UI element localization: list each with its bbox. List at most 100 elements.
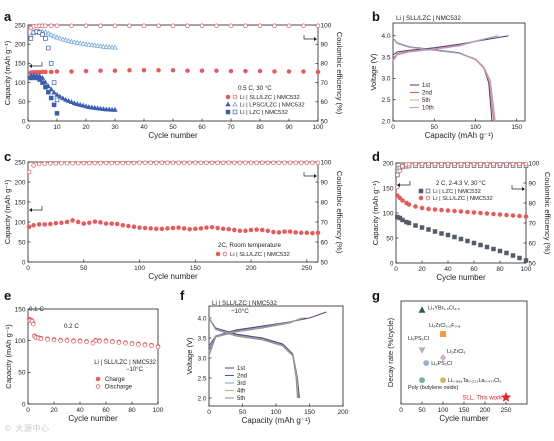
data-point <box>103 339 109 344</box>
ce-point <box>51 33 57 39</box>
capacity-point <box>57 93 63 99</box>
capacity-point <box>198 226 204 231</box>
point-label: Li₂ZrCl₅.₂F₀.₈ <box>429 323 461 329</box>
x-tick-label: 40 <box>140 124 148 131</box>
ce-point <box>98 160 103 166</box>
legend-label: 1st <box>422 83 430 89</box>
capacity-point <box>226 226 232 232</box>
capacity-point <box>243 68 248 74</box>
ce-point <box>287 160 293 166</box>
capacity-point <box>142 225 148 231</box>
y-tick-label: 150 <box>383 185 394 192</box>
capacity-point <box>432 207 438 212</box>
y2-tick-label: 60 <box>529 240 537 247</box>
ce-point <box>400 163 405 169</box>
capacity-point <box>137 225 142 230</box>
capacity-point <box>471 240 477 246</box>
legend-label: 2nd <box>422 91 432 97</box>
ce-point <box>491 161 496 167</box>
capacity-point <box>70 218 75 223</box>
capacity-point <box>185 68 190 73</box>
data-point <box>58 338 63 343</box>
x-tick-label: 0 <box>394 266 398 273</box>
ce-point <box>504 161 509 167</box>
y-tick-label: 3.5 <box>381 54 390 61</box>
capacity-point <box>484 244 490 250</box>
capacity-point <box>63 96 69 102</box>
y-tick-label: 200 <box>383 160 394 167</box>
x-tick-label: 80 <box>256 124 264 131</box>
ce-point <box>51 80 57 85</box>
y2-tick-label: 100 <box>321 159 332 166</box>
capacity-point <box>400 198 405 203</box>
ce-point <box>87 160 92 166</box>
ce-point <box>112 23 118 29</box>
x-tick-label: 100 <box>134 265 145 272</box>
data-point <box>500 392 512 402</box>
capacity-point <box>471 210 477 215</box>
capacity-point <box>293 230 298 235</box>
ce-point <box>48 61 54 66</box>
ce-point <box>69 23 74 29</box>
capacity-point <box>484 211 490 216</box>
series-ce <box>26 160 321 175</box>
capacity-point <box>92 104 98 110</box>
ce-point <box>220 160 226 166</box>
capacity-point <box>452 208 457 214</box>
ce-point <box>315 23 321 29</box>
y-tick-label: 2.5 <box>381 97 390 104</box>
ce-point <box>42 161 47 166</box>
capacity-point <box>81 221 87 226</box>
y-tick-label: 2.0 <box>197 395 206 402</box>
y-axis-title: Capacity (mAh g⁻¹) <box>3 40 12 105</box>
legend-marker <box>425 188 431 194</box>
ce-point <box>48 31 54 37</box>
capacity-point <box>126 223 131 229</box>
capacity-point <box>100 106 107 111</box>
data-point <box>155 344 161 350</box>
data-point <box>142 342 148 348</box>
x-tick-label: 100 <box>153 407 164 414</box>
capacity-point <box>282 229 287 234</box>
axis-arrow <box>400 181 411 186</box>
x-axis-title: Cycle number <box>439 414 489 423</box>
y2-tick-label: 50 <box>321 259 329 266</box>
ce-point <box>40 32 45 37</box>
capacity-point <box>259 227 265 233</box>
legend-label: 5th <box>237 396 245 402</box>
ce-point <box>120 160 126 166</box>
ce-point <box>137 160 142 166</box>
ce-point <box>445 161 451 167</box>
capacity-point <box>286 69 292 74</box>
series-ce <box>395 161 529 190</box>
x-axis-title: Cycle number <box>148 131 198 140</box>
ce-point <box>148 160 153 166</box>
x-tick-label: 50 <box>418 407 426 414</box>
annotation: 2 C, 2-4.3 V, 30 °C <box>436 181 487 187</box>
capacity-point <box>272 69 277 74</box>
x-tick-label: 150 <box>459 407 470 414</box>
ce-point <box>193 160 198 166</box>
capacity-point <box>265 228 271 234</box>
point-label: Poly (butylene oxide) <box>408 385 459 391</box>
y2-tick-label: 100 <box>321 22 332 29</box>
ce-point <box>103 160 109 166</box>
data-point <box>129 341 135 347</box>
ce-point <box>439 161 444 167</box>
capacity-point <box>243 228 248 234</box>
axis-arrow <box>32 206 43 211</box>
point-label: Li₀.₈₈₈Ta₀.₂₂₃La₀.₄₇₇Cl₃ <box>448 378 501 384</box>
capacity-point <box>445 208 451 213</box>
ce-point <box>127 23 132 29</box>
series-capacity <box>28 75 60 116</box>
capacity-point <box>228 68 234 74</box>
capacity-point <box>40 80 45 85</box>
panel-letter: c <box>4 149 11 164</box>
x-tick-label: 150 <box>190 265 201 272</box>
ce-point <box>232 160 237 166</box>
y-axis-title: Voltage (V) <box>369 53 378 91</box>
ce-point <box>60 36 66 42</box>
y-tick-label: 50 <box>18 370 26 377</box>
capacity-point <box>154 226 159 232</box>
y2-tick-label: 70 <box>321 80 329 87</box>
